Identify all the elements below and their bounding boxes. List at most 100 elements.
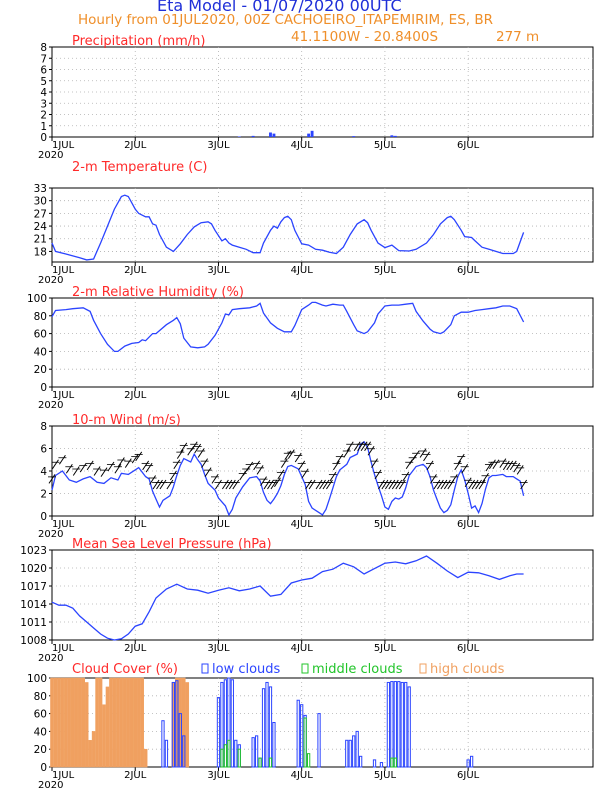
wind-barb (471, 479, 479, 490)
wind-barb (145, 462, 153, 473)
cloud-bar-low (355, 730, 359, 768)
cloud-bar-high (60, 677, 65, 768)
y-tick-label: 0 (40, 762, 47, 774)
wind-barb (388, 479, 396, 490)
x-tick-label: 2JUL (124, 140, 147, 151)
cloud-bar-low (386, 681, 391, 768)
wind-barb (454, 460, 462, 471)
cloud-bar-low (265, 681, 269, 768)
y-tick-label: 8 (40, 42, 47, 54)
wind-barb (395, 479, 403, 490)
x-tick-label: 3JUL (207, 770, 230, 781)
cloud-bar-high (143, 748, 148, 768)
cloud-bar-high (77, 677, 82, 768)
legend-label-middle: middle clouds (312, 662, 403, 677)
cloud-bar-high (102, 704, 106, 768)
wind-barb (267, 479, 274, 490)
cloud-bar-low (359, 755, 363, 768)
cloud-bar-low (404, 681, 408, 768)
wind-barb (326, 479, 333, 490)
legend-label-high: high clouds (430, 662, 505, 677)
cloud-bar-low (390, 681, 394, 768)
wind-barb (201, 458, 209, 468)
cloud-bar-high (112, 677, 117, 768)
legend-swatch-middle (301, 663, 309, 674)
wind-barb (117, 457, 125, 467)
cloud-bar-low (171, 681, 176, 768)
y-tick-label: 1017 (20, 581, 47, 593)
wind-barb (336, 453, 344, 464)
y-tick-label: 0 (40, 132, 47, 144)
wind-barb (319, 479, 326, 490)
x-tick-label: 4JUL (291, 519, 314, 530)
panel-frame (51, 46, 594, 138)
y-tick-label: 1011 (20, 617, 47, 629)
wind-barb (79, 462, 87, 473)
wind-barb (159, 479, 167, 490)
wind-barb (221, 479, 229, 490)
wind-barb (419, 448, 427, 458)
wind-barb (391, 479, 399, 490)
wind-barb (489, 459, 496, 470)
cloud-bar-middle (227, 739, 231, 768)
wind-barb (166, 479, 174, 490)
wind-barb (228, 479, 236, 490)
cloud-bar-middle (237, 748, 241, 768)
y-tick-label: 2 (40, 110, 47, 122)
cloud-bar-middle (258, 757, 262, 768)
cloud-bar-low (393, 681, 397, 768)
cloud-bar-high (95, 677, 99, 768)
wind-barb (478, 479, 486, 490)
wind-barb (114, 463, 122, 474)
cloud-bar-high (119, 677, 124, 768)
panel-frame (51, 187, 594, 263)
cloud-bar-low (272, 722, 276, 768)
wind-barb (131, 453, 139, 464)
panel-title: 2-m Temperature (C) (72, 160, 207, 175)
wind-barb (426, 460, 434, 471)
cloud-bar-low (175, 680, 179, 768)
wind-barb (468, 479, 476, 490)
series-line (51, 440, 525, 517)
cloud-bar-middle (303, 717, 307, 768)
x-tick-label: 3JUL (207, 519, 230, 530)
cloud-bar-high (185, 682, 190, 768)
wind-barb (169, 470, 177, 481)
y-tick-label: 40 (34, 726, 47, 738)
wind-barb (506, 460, 514, 471)
cloud-bar-middle (390, 757, 394, 768)
wind-barb (305, 479, 313, 490)
panel-frame (51, 297, 594, 388)
x-tick-label: 4JUL (291, 390, 314, 401)
y-tick-label: 100 (27, 673, 47, 685)
wind-barb (360, 441, 368, 452)
wind-barb (204, 467, 212, 477)
wind-barb (211, 474, 219, 484)
wind-barb (152, 479, 160, 490)
wind-barb (107, 461, 115, 472)
panel-3: 0 20 40 60 80 100 1JUL 2JUL 3JUL 4JUL 5JUL 6JUL 2020… (27, 285, 594, 411)
cloud-bar-high (91, 731, 96, 768)
wind-barb (343, 448, 351, 458)
legend-swatch-high (419, 663, 427, 674)
legend-label-low: low clouds (212, 662, 281, 677)
station-coordinates: 41.1100W - 20.8400S (291, 29, 439, 45)
series-line (51, 301, 525, 353)
panel-title: Mean Sea Level Pressure (hPa) (72, 537, 272, 552)
wind-barb (232, 479, 240, 490)
x-tick-label: 4JUL (291, 643, 314, 654)
x-tick-label: 5JUL (374, 519, 397, 530)
precip-bar (393, 135, 397, 137)
x-axis-year: 2020 (38, 529, 63, 540)
wind-barb (263, 479, 271, 490)
x-axis-year: 2020 (38, 150, 63, 161)
chart-subtitle: Hourly from 01JUL2020, 00Z CACHOEIRO_ITA… (78, 12, 493, 28)
x-tick-label: 4JUL (291, 140, 314, 151)
precip-bar (352, 136, 356, 137)
cloud-bar-low (164, 739, 169, 768)
wind-barb (149, 475, 156, 485)
wind-barb (482, 472, 489, 483)
wind-barb (367, 445, 375, 456)
